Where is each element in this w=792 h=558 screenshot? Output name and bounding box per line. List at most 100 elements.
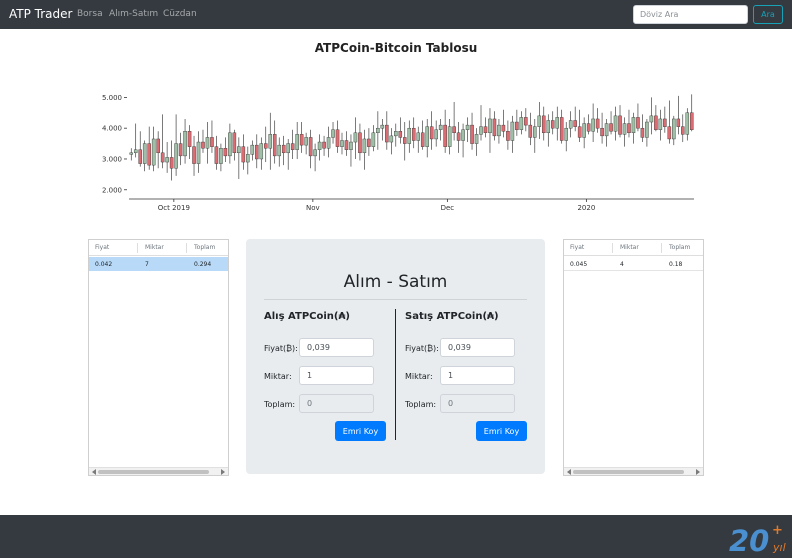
candle-body [533, 126, 537, 138]
nav-link-borsa[interactable]: Borsa [77, 9, 103, 19]
candle-body [308, 137, 313, 157]
cell-amount: 4 [620, 261, 624, 268]
candle-body [667, 126, 672, 140]
candle-body [586, 123, 591, 132]
sell-total-label: Toplam: [405, 400, 437, 409]
scroll-right-icon[interactable] [221, 469, 225, 475]
candle-body [524, 117, 528, 126]
nav-link-alim-satim[interactable]: Alım-Satım [109, 9, 159, 19]
candle-body [138, 149, 142, 164]
sell-total-field [440, 394, 515, 413]
scroll-left-icon[interactable] [92, 469, 96, 475]
column-header-amount[interactable]: Miktar [620, 244, 639, 251]
candle-body [483, 126, 488, 134]
column-divider [661, 243, 662, 253]
column-header-amount[interactable]: Miktar [145, 244, 164, 251]
candle-body [299, 134, 304, 146]
sell-amount-input[interactable] [440, 366, 515, 385]
scrollbar-thumb[interactable] [98, 470, 209, 474]
column-header-price[interactable]: Fiyat [570, 244, 585, 251]
y-tick-label: 4.000 [102, 125, 122, 133]
candle-body [353, 132, 358, 143]
candle-body [474, 134, 479, 144]
candle-body [573, 120, 577, 127]
candle-body [268, 134, 273, 149]
candle-body [510, 121, 515, 141]
buy-form-title: Alış ATPCoin(₳) [264, 311, 350, 322]
candle-body [636, 117, 640, 129]
x-tick-label: Nov [306, 204, 320, 212]
candle-body [488, 118, 492, 134]
candle-body [358, 132, 362, 154]
scroll-right-icon[interactable] [696, 469, 700, 475]
candle-body [501, 124, 506, 132]
candle-body [371, 132, 376, 147]
candle-body [497, 124, 501, 137]
brand-logo[interactable]: ATP Trader [9, 7, 73, 21]
buy-price-input[interactable] [299, 338, 374, 357]
candle-body [618, 115, 622, 135]
candle-body [613, 115, 618, 132]
candle-body [420, 132, 425, 147]
column-header-total[interactable]: Toplam [194, 244, 216, 251]
candle-body [133, 149, 138, 154]
cell-total: 0.294 [194, 261, 212, 268]
candle-body [403, 137, 407, 144]
candle-body [591, 118, 595, 132]
candle-body [609, 123, 613, 132]
candle-body [205, 137, 210, 149]
buy-amount-input[interactable] [299, 366, 374, 385]
cell-price: 0.045 [570, 261, 588, 268]
candle-body [142, 143, 147, 164]
column-header-price[interactable]: Fiyat [95, 244, 110, 251]
candle-body [528, 124, 533, 138]
candle-body [676, 118, 681, 127]
scroll-left-icon[interactable] [567, 469, 571, 475]
scrollbar-thumb[interactable] [573, 470, 684, 474]
table-row[interactable]: 0.045 4 0.18 [564, 257, 703, 271]
currency-search-input[interactable] [633, 5, 748, 24]
nav-link-cuzdan[interactable]: Cüzdan [163, 9, 197, 19]
horizontal-scrollbar[interactable] [564, 467, 703, 475]
horizontal-scrollbar[interactable] [89, 467, 228, 475]
x-tick-label: 2020 [577, 204, 595, 212]
candle-body [398, 131, 403, 138]
buy-place-order-button[interactable]: Emri Koy [335, 421, 386, 441]
candle-body [147, 143, 151, 166]
candle-body [411, 127, 416, 141]
candle-body [169, 157, 174, 169]
candle-body [250, 144, 255, 155]
sell-form-title: Satış ATPCoin(₳) [405, 311, 499, 322]
candle-body [555, 117, 560, 129]
candle-body [492, 118, 497, 137]
candle-body [349, 141, 353, 150]
x-tick-label: Oct 2019 [158, 204, 190, 212]
sell-orders-table: Fiyat Miktar Toplam 0.045 4 0.18 [563, 239, 704, 476]
candle-body [663, 118, 667, 127]
candle-body [434, 129, 438, 140]
candle-body [438, 124, 443, 130]
column-divider [612, 243, 613, 253]
candle-body [255, 144, 259, 160]
candle-body [362, 138, 367, 154]
candle-body [654, 115, 658, 130]
candle-body [313, 149, 317, 157]
candle-body [470, 124, 474, 144]
table-row[interactable]: 0.042 7 0.294 [89, 257, 228, 271]
navbar: ATP Trader Borsa Alım-Satım Cüzdan Ara [0, 0, 792, 29]
candle-body [326, 137, 331, 149]
buy-total-label: Toplam: [264, 400, 296, 409]
search-button[interactable]: Ara [753, 5, 783, 24]
candle-body [658, 118, 663, 130]
candle-body [376, 127, 380, 134]
candle-body [595, 118, 600, 129]
column-header-total[interactable]: Toplam [669, 244, 691, 251]
sell-place-order-button[interactable]: Emri Koy [476, 421, 527, 441]
candle-body [429, 126, 434, 140]
chart-title: ATPCoin-Bitcoin Tablosu [314, 41, 478, 55]
candle-body [515, 121, 519, 130]
sell-amount-label: Miktar: [405, 372, 433, 381]
sell-price-label: Fiyat(₿): [405, 344, 439, 353]
sell-price-input[interactable] [440, 338, 515, 357]
y-tick-label: 2.000 [102, 186, 122, 194]
